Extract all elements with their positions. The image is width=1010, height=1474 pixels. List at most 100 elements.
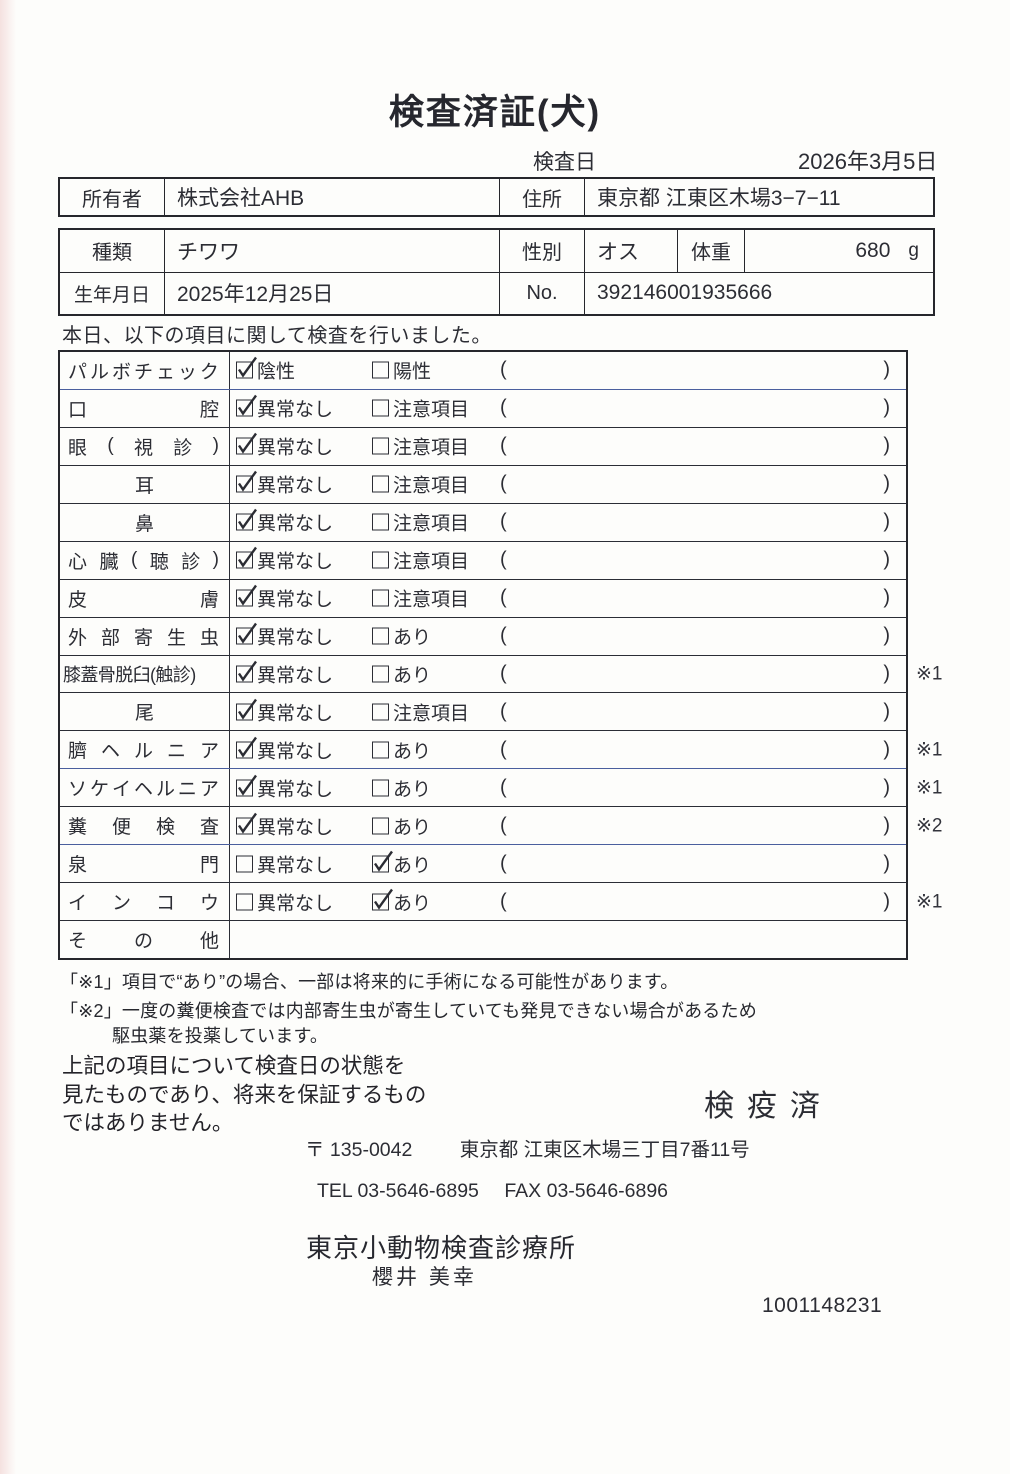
option-1: 異常なし — [236, 433, 333, 460]
checkbox-checked-icon — [372, 888, 393, 911]
checkbox-icon — [372, 627, 389, 645]
option-2-label: 注意項目 — [393, 703, 470, 725]
option-2: 注意項目 — [372, 471, 469, 498]
option-1: 異常なし — [236, 509, 333, 536]
address-value: 東京都 江東区木場3−7−11 — [584, 179, 933, 215]
checkbox-checked-icon — [236, 622, 257, 645]
pet-box-row-1: 種類 チワワ 性別 オス 体重 680 g — [60, 230, 933, 272]
option-2: 注意項目 — [372, 509, 469, 536]
paren-open: ( — [500, 700, 507, 723]
paren-close: ) — [883, 700, 890, 723]
clinic-postal-line: 〒 135-0042 東京都 江東区木場三丁目7番11号 — [305, 1133, 750, 1162]
quarantine-passed-stamp: 検疫済 — [704, 1090, 833, 1123]
item-label: 泉門 — [60, 845, 230, 883]
paren-open: ( — [500, 548, 507, 571]
item-label: 耳 — [60, 465, 230, 503]
option-1: 異常なし — [236, 546, 333, 574]
item-options — [230, 921, 906, 958]
checklist-row: 泉門 異常なし あり () — [60, 844, 906, 883]
option-2: あり — [372, 812, 431, 839]
paren-close: ) — [883, 510, 890, 533]
item-label: 外部寄生虫 — [60, 617, 230, 655]
checkbox-checked-icon — [372, 850, 393, 873]
option-2-label: 注意項目 — [393, 475, 470, 497]
breed-label: 種類 — [92, 242, 132, 265]
item-options: 異常なし 注意項目 () — [230, 428, 906, 465]
paren-open: ( — [500, 738, 507, 761]
checklist-row: 心臓(聴診) 異常なし 注意項目 () — [60, 540, 906, 579]
checkbox-icon — [236, 893, 253, 911]
item-options: 異常なし あり () — [230, 807, 906, 844]
option-1-label: 異常なし — [257, 703, 334, 725]
option-1-label: 異常なし — [257, 399, 334, 421]
paren-close: ) — [883, 548, 890, 571]
reference-mark: ※1 — [916, 663, 943, 685]
paren-close: ) — [883, 776, 890, 799]
footnote-2: 「※2」一度の糞便検査では内部寄生虫が寄生していても発見できない場合があるため — [60, 1001, 757, 1021]
option-2-label: あり — [393, 665, 432, 687]
checkbox-icon — [372, 551, 389, 569]
weight-label: 体重 — [677, 230, 744, 272]
number-value: 392146001935666 — [584, 272, 933, 314]
item-options: 異常なし あり () — [230, 618, 906, 655]
owner-box: 所有者 株式会社AHB 住所 東京都 江東区木場3−7−11 — [58, 177, 935, 217]
disclaimer-paragraph: 上記の項目について検査日の状態を 見たものであり、将来を保証するもの ではありま… — [62, 1052, 426, 1138]
sex-label: 性別 — [499, 230, 584, 272]
paren-open: ( — [500, 814, 507, 837]
pet-box-row-2: 生年月日 2025年12月25日 No. 392146001935666 — [60, 271, 933, 314]
option-1-label: 異常なし — [257, 779, 334, 801]
disclaimer-line-3: ではありません。 — [62, 1111, 234, 1135]
breed-value: チワワ — [164, 230, 499, 272]
serial-number: 1001148231 — [762, 1294, 883, 1317]
checklist-row: その他 — [60, 920, 906, 958]
item-label: 膝蓋骨脱臼(触診) — [60, 655, 230, 693]
option-1: 異常なし — [236, 395, 333, 422]
checklist-table: パルボチェック陰性 陽性() 口腔異常なし 注意項目() 眼(視診) 異常なし 注意項目()… — [58, 350, 943, 960]
clinic-fax: FAX 03-5646-6896 — [504, 1180, 669, 1202]
paren-close: ) — [883, 852, 890, 875]
owner-label: 所有者 — [82, 188, 142, 211]
option-1: 異常なし — [236, 471, 333, 498]
clinic-name: 東京小動物検査診療所 — [306, 1233, 577, 1263]
option-1: 異常なし — [236, 850, 333, 877]
option-2-label: あり — [393, 855, 432, 877]
item-options: 異常なし あり () — [230, 769, 906, 806]
checklist-row: 眼(視診) 異常なし 注意項目 () — [60, 426, 906, 465]
item-label: 眼(視診) — [60, 427, 230, 465]
option-2: あり — [372, 850, 431, 877]
option-1-label: 異常なし — [257, 437, 334, 459]
number-label: No. — [499, 272, 584, 314]
paren-close: ) — [883, 358, 890, 381]
paren-open: ( — [500, 586, 507, 609]
reference-mark: ※1 — [916, 777, 943, 799]
item-options: 異常なし あり () — [230, 845, 906, 882]
page-title: 検査済証(犬) — [388, 93, 602, 132]
option-2: あり — [372, 660, 431, 687]
option-2-label: 注意項目 — [393, 437, 470, 459]
checklist-row: 皮膚 異常なし 注意項目 () — [60, 578, 906, 617]
option-2-label: 注意項目 — [393, 551, 470, 573]
option-1-label: 異常なし — [257, 513, 334, 535]
item-options: 異常なし あり () — [230, 731, 906, 768]
inspection-date-label: 検査日 — [533, 151, 596, 174]
checkbox-checked-icon — [236, 395, 257, 417]
checklist-row: インコウ 異常なし あり () ※1 — [60, 882, 943, 921]
item-options: 異常なし 注意項目 () — [230, 390, 906, 427]
owner-value: 株式会社AHB — [164, 179, 499, 215]
checkbox-checked-icon — [236, 433, 257, 455]
item-label: 糞便検査 — [60, 807, 230, 845]
birthdate-value: 2025年12月25日 — [164, 272, 499, 314]
paren-open: ( — [500, 510, 507, 533]
disclaimer-line-2: 見たものであり、将来を保証するもの — [62, 1082, 427, 1107]
checkbox-icon — [372, 589, 389, 607]
checklist-row: 耳 異常なし 注意項目 () — [60, 464, 906, 503]
paren-open: ( — [500, 662, 507, 685]
item-label: 鼻 — [60, 503, 230, 541]
option-1-label: 異常なし — [257, 665, 334, 687]
checkbox-checked-icon — [236, 698, 257, 721]
item-label: ソケイヘルニア — [60, 769, 230, 807]
item-label: 皮膚 — [60, 579, 230, 617]
option-1-label: 異常なし — [257, 589, 334, 611]
option-2-label: あり — [393, 893, 432, 915]
scan-edge-artifact — [0, 0, 16, 1474]
